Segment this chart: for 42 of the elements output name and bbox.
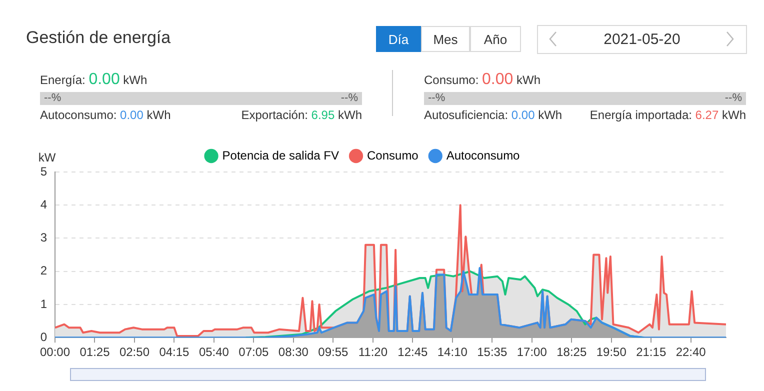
y-tick-label: 0 — [40, 330, 48, 344]
text: Autosuficiencia: 0.00 kWh — [424, 108, 562, 122]
x-tick-label: 00:00 — [40, 345, 70, 360]
y-tick-label: 4 — [40, 197, 48, 212]
text: Día — [376, 26, 421, 52]
x-tick-label: 21:15 — [636, 345, 666, 360]
x-tick-label: 19:50 — [596, 345, 627, 360]
legend-label: Consumo — [367, 148, 419, 162]
text: Energía importada: 6.27 kWh — [590, 108, 746, 122]
x-tick-label: 22:40 — [676, 345, 706, 360]
text: Autoconsumo: 0.00 kWh — [40, 108, 171, 122]
y-axis-title: kW — [38, 150, 56, 164]
x-tick-label: 02:50 — [119, 345, 150, 360]
x-tick-label: 05:40 — [198, 345, 230, 360]
text: Energía: 0.00 kWh — [40, 71, 148, 88]
x-tick-label: 04:15 — [159, 345, 190, 360]
x-tick-label: 15:35 — [477, 345, 508, 360]
x-tick-label: 14:10 — [437, 345, 468, 360]
chart-title: Gestión de energía — [26, 28, 171, 48]
text: --% — [428, 92, 446, 105]
x-tick-label: 18:25 — [556, 345, 587, 360]
text: Mes — [421, 26, 470, 52]
x-tick-label: 08:30 — [278, 345, 309, 360]
x-tick-label: 11:20 — [358, 345, 388, 360]
text: --% — [340, 92, 358, 105]
text: Exportación: 6.95 kWh — [241, 108, 362, 122]
text: --% — [44, 92, 62, 105]
text: Consumo: 0.00 kWh — [424, 71, 541, 88]
x-tick-label: 09:55 — [318, 345, 349, 360]
y-tick-label: 2 — [40, 264, 48, 278]
text: Año — [470, 26, 521, 52]
text: 2021-05-20 — [537, 25, 747, 54]
x-tick-label: 07:05 — [238, 345, 270, 360]
y-tick-label: 1 — [40, 296, 48, 311]
x-tick-label: 12:45 — [398, 345, 428, 360]
text: --% — [724, 92, 742, 105]
x-tick-label: 17:00 — [516, 345, 548, 360]
y-tick-label: 5 — [40, 164, 48, 178]
legend-label: Autoconsumo — [446, 148, 520, 162]
y-tick-label: 3 — [40, 230, 48, 245]
legend-label: Potencia de salida FV — [222, 148, 340, 162]
x-tick-label: 01:25 — [80, 345, 110, 360]
